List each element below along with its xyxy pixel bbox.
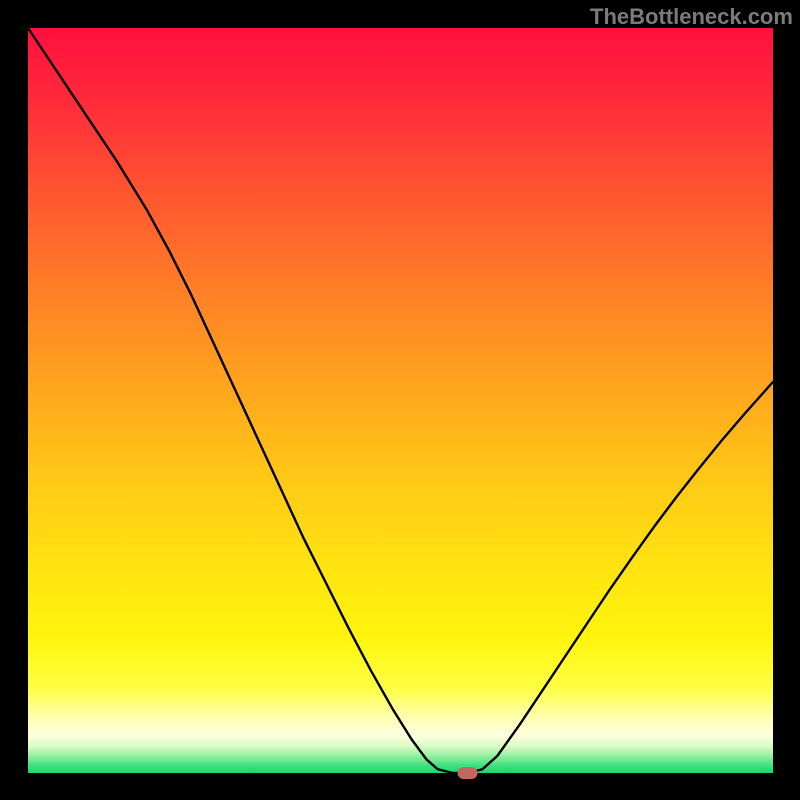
plot-svg: [0, 0, 800, 800]
plot-gradient-background: [28, 28, 773, 773]
sweet-spot-marker: [458, 767, 478, 779]
watermark-text: TheBottleneck.com: [590, 4, 793, 30]
